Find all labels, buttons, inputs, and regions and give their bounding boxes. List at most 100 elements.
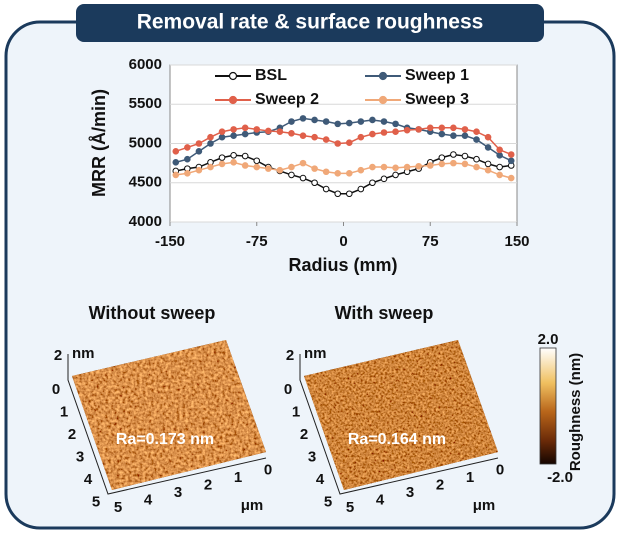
- data-point: [289, 172, 295, 178]
- x-tick-label: 4: [376, 491, 385, 508]
- colorbar-max: 2.0: [538, 331, 559, 348]
- data-point: [254, 164, 260, 170]
- data-point: [335, 121, 341, 127]
- data-point: [346, 120, 352, 126]
- x-tick-label: 1: [466, 469, 474, 486]
- data-point: [508, 175, 514, 181]
- data-point: [474, 156, 480, 162]
- y-tick-label: 4000: [129, 213, 162, 230]
- data-point: [196, 167, 202, 173]
- data-point: [219, 155, 225, 161]
- data-point: [451, 133, 457, 139]
- data-point: [266, 128, 272, 134]
- data-point: [485, 167, 491, 173]
- data-point: [381, 176, 387, 182]
- x-tick-label: 150: [504, 233, 529, 250]
- data-point: [300, 116, 306, 122]
- y-tick-label: 3: [308, 448, 316, 465]
- data-point: [393, 172, 399, 178]
- legend-label: BSL: [255, 67, 287, 84]
- data-point: [231, 133, 237, 139]
- data-point: [370, 117, 376, 123]
- x-tick-label: -75: [246, 233, 268, 250]
- x-tick-label: 0: [339, 233, 347, 250]
- data-point: [335, 141, 341, 147]
- colorbar: [540, 348, 556, 464]
- y-tick-label: 4500: [129, 174, 162, 191]
- data-point: [508, 158, 514, 164]
- y-axis-label: MRR (Å/min): [89, 89, 109, 197]
- x-tick-label: -150: [155, 233, 185, 250]
- x-tick-label: 2: [436, 476, 444, 493]
- data-point: [242, 125, 248, 131]
- x-tick-label: 0: [264, 461, 272, 478]
- data-point: [462, 133, 468, 139]
- y-tick-label: 5: [92, 493, 100, 510]
- data-point: [393, 165, 399, 171]
- x-tick-label: 1: [234, 469, 242, 486]
- x-tick-label: 3: [174, 484, 182, 501]
- legend-label: Sweep 1: [405, 67, 469, 84]
- legend-marker: [230, 73, 237, 80]
- data-point: [300, 160, 306, 166]
- ra-label: Ra=0.173 nm: [116, 431, 214, 448]
- data-point: [289, 130, 295, 136]
- data-point: [185, 156, 191, 162]
- data-point: [254, 158, 260, 164]
- data-point: [173, 172, 179, 178]
- data-point: [358, 167, 364, 173]
- z-unit: nm: [72, 345, 95, 362]
- data-point: [439, 161, 445, 167]
- data-point: [346, 171, 352, 177]
- x-tick-label: 0: [496, 461, 504, 478]
- data-point: [346, 140, 352, 146]
- data-point: [497, 164, 503, 170]
- data-point: [173, 160, 179, 166]
- data-point: [393, 129, 399, 135]
- data-point: [219, 129, 225, 135]
- data-point: [242, 131, 248, 137]
- legend-label: Sweep 2: [255, 91, 319, 108]
- y-tick-label: 5500: [129, 95, 162, 112]
- data-point: [474, 164, 480, 170]
- data-point: [439, 131, 445, 137]
- y-tick-label: 4: [84, 471, 93, 488]
- x-tick-label: 2: [204, 476, 212, 493]
- figure: Removal rate & surface roughness Radius …: [0, 0, 620, 534]
- data-point: [393, 121, 399, 127]
- data-point: [451, 125, 457, 131]
- data-point: [208, 134, 214, 140]
- y-tick-label: 6000: [129, 56, 162, 73]
- y-tick-label: 2: [300, 426, 308, 443]
- y-tick-label: 5000: [129, 134, 162, 151]
- x-unit: μm: [241, 497, 264, 514]
- data-point: [427, 163, 433, 169]
- data-point: [381, 164, 387, 170]
- x-tick-label: 4: [144, 491, 153, 508]
- legend-marker: [230, 97, 237, 104]
- data-point: [381, 119, 387, 125]
- y-tick-label: 2: [68, 426, 76, 443]
- data-point: [370, 131, 376, 137]
- data-point: [404, 127, 410, 133]
- data-point: [231, 160, 237, 166]
- data-point: [485, 134, 491, 140]
- z-tick-label: 2: [54, 347, 62, 364]
- data-point: [300, 133, 306, 139]
- data-point: [451, 160, 457, 166]
- data-point: [208, 141, 214, 147]
- data-point: [231, 152, 237, 158]
- panel-title: With sweep: [335, 303, 434, 323]
- data-point: [300, 175, 306, 181]
- data-point: [323, 119, 329, 125]
- data-point: [323, 186, 329, 192]
- y-tick-label: 1: [60, 403, 68, 420]
- data-point: [451, 152, 457, 158]
- x-tick-label: 75: [422, 233, 439, 250]
- data-point: [358, 186, 364, 192]
- data-point: [242, 163, 248, 169]
- data-point: [185, 171, 191, 177]
- z-tick-label: 2: [286, 347, 294, 364]
- data-point: [312, 166, 318, 172]
- data-point: [173, 149, 179, 155]
